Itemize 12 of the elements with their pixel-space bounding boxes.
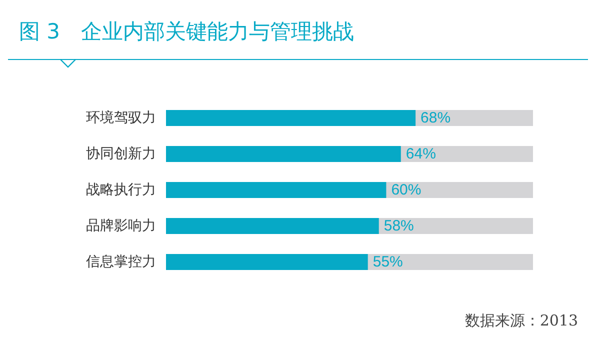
data-label: 68% (420, 110, 451, 126)
y-tick-label: 信息掌控力 (86, 254, 156, 270)
data-label: 58% (384, 218, 414, 234)
y-tick-label: 协同创新力 (86, 146, 156, 162)
data-label: 64% (406, 146, 436, 162)
source-note: 数据来源：2013 (464, 312, 578, 330)
data-label: 60% (391, 182, 422, 198)
y-tick-label: 战略执行力 (86, 182, 156, 198)
y-tick-label: 品牌影响力 (86, 218, 156, 234)
y-tick-label: 环境驾驭力 (86, 110, 156, 126)
chart-title: 图 3 企业内部关键能力与管理挑战 (19, 20, 354, 44)
data-label: 55% (372, 254, 403, 270)
